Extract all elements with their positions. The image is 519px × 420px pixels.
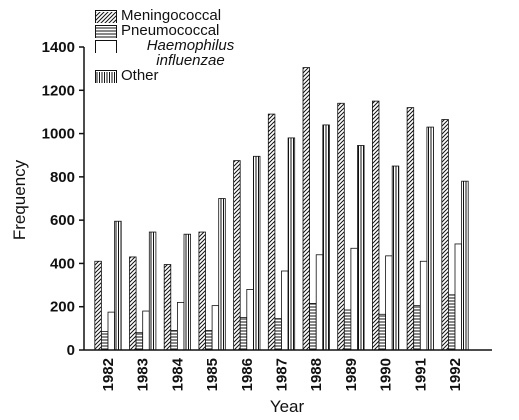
y-axis-label: Frequency: [10, 159, 29, 240]
bar: [211, 305, 220, 351]
bar: [94, 260, 102, 351]
legend-item: Other: [95, 68, 260, 83]
bar: [447, 294, 456, 351]
x-tick-label: 1987: [274, 358, 291, 391]
x-tick-label: 1985: [204, 358, 221, 391]
bar: [170, 330, 178, 351]
x-tick-label: 1982: [100, 358, 117, 391]
bar: [441, 119, 449, 351]
bar: [129, 256, 137, 351]
legend-swatch: [95, 70, 117, 83]
x-axis-label: Year: [270, 397, 305, 416]
y-tick-label: 800: [50, 169, 75, 186]
legend-swatch: [95, 25, 117, 38]
legend: Meningococcal Pneumococcal Haemophilus inf…: [95, 8, 260, 83]
x-tick-label: 1983: [135, 358, 152, 391]
bar: [252, 155, 261, 351]
x-tick-label: 1984: [169, 357, 186, 391]
legend-item: Haemophilus influenzae: [95, 38, 260, 68]
bar: [337, 102, 345, 351]
bar: [461, 180, 469, 351]
legend-item: Pneumococcal: [95, 23, 260, 38]
y-tick-label: 400: [50, 255, 75, 272]
bar: [419, 260, 428, 351]
bar: [246, 288, 254, 351]
bar: [107, 311, 115, 351]
x-tick-label: 1988: [308, 358, 325, 391]
bar: [135, 332, 144, 351]
legend-label: Other: [121, 67, 159, 84]
y-tick-label: 200: [50, 299, 75, 316]
legend-swatch: [95, 40, 117, 53]
x-tick-label: 1991: [412, 358, 429, 391]
bar: [274, 318, 282, 351]
bar: [454, 243, 462, 351]
swatch-rect: [96, 72, 116, 83]
bar: [426, 126, 434, 351]
bar: [302, 67, 310, 351]
legend-label: Haemophilus influenzae: [146, 37, 235, 69]
bar: [239, 317, 248, 351]
swatch-rect: [96, 42, 116, 53]
x-tick-label: 1990: [378, 358, 395, 391]
swatch-fill: [96, 42, 116, 53]
bar: [343, 309, 352, 351]
y-tick-label: 0: [67, 342, 75, 359]
bar: [101, 331, 109, 351]
bar: [315, 254, 324, 351]
x-tick-label: 1986: [239, 358, 256, 391]
bar: [385, 255, 393, 351]
bar: [287, 137, 296, 351]
bar: [281, 270, 289, 351]
swatch-fill: [96, 72, 116, 83]
bar: [357, 145, 365, 351]
swatch-rect: [96, 12, 116, 23]
swatch-fill: [96, 27, 116, 38]
swatch-rect: [96, 27, 116, 38]
legend-swatch: [95, 10, 117, 23]
bar: [114, 220, 122, 351]
bar: [183, 233, 191, 351]
x-tick-label: 1992: [447, 358, 464, 391]
bar: [176, 301, 185, 351]
bar: [218, 198, 226, 351]
bar: [413, 305, 421, 351]
bar: [142, 310, 150, 351]
y-tick-label: 600: [50, 212, 75, 229]
y-tick-label: 1400: [42, 39, 75, 56]
y-tick-label: 1200: [42, 82, 75, 99]
legend-label: Meningococcal: [121, 7, 222, 24]
x-tick-label: 1989: [343, 358, 360, 391]
bar: [371, 100, 380, 351]
swatch-fill: [96, 12, 116, 23]
bar: [148, 231, 157, 351]
legend-label: Pneumococcal: [121, 22, 220, 39]
bar: [391, 165, 400, 351]
y-tick-label: 1000: [42, 126, 75, 143]
bar: [267, 113, 276, 351]
bar: [309, 303, 317, 351]
bar: [350, 247, 358, 351]
bar: [378, 313, 386, 351]
bar: [163, 264, 172, 351]
bar: [205, 330, 213, 351]
bar: [322, 124, 330, 351]
bar: [198, 231, 206, 351]
legend-item: Meningococcal: [95, 8, 260, 23]
bar: [233, 160, 241, 351]
bar: [406, 107, 415, 351]
